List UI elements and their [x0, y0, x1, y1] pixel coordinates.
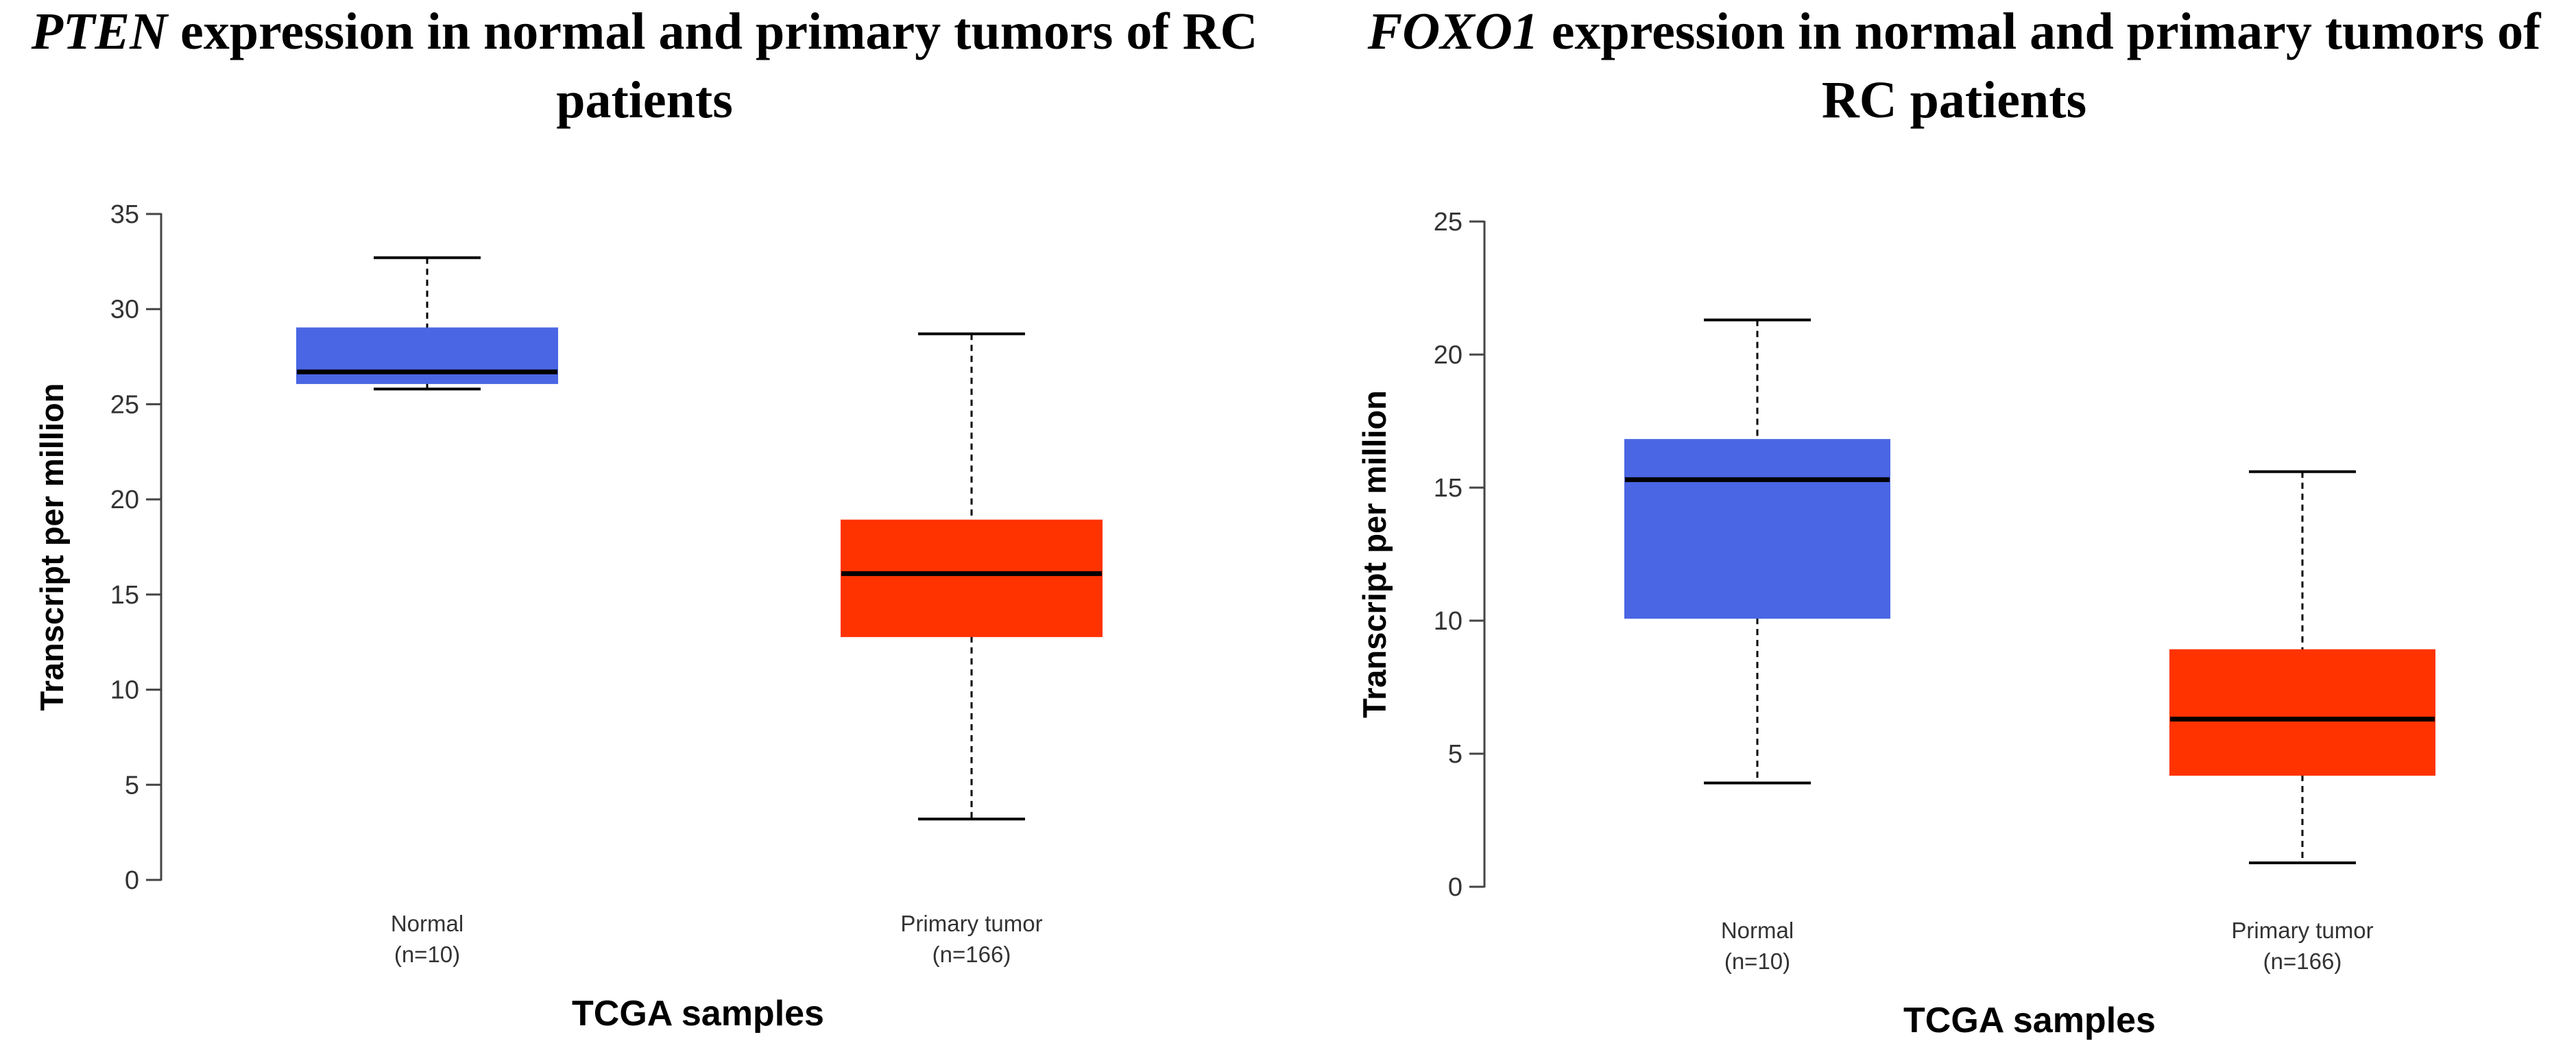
category-label: Normal	[391, 911, 464, 936]
category-count: (n=10)	[1724, 948, 1790, 974]
x-axis-title: TCGA samples	[572, 994, 824, 1034]
y-tick-label: 25	[1434, 208, 1462, 237]
category-count: (n=10)	[394, 942, 460, 967]
y-tick-label: 20	[1434, 341, 1462, 370]
y-tick-label: 0	[125, 866, 139, 895]
box-0	[296, 327, 558, 384]
category-count: (n=166)	[2263, 948, 2342, 974]
y-tick-label: 25	[110, 390, 139, 419]
category-label: Normal	[1721, 918, 1794, 943]
y-axis-title: Transcript per million	[1356, 390, 1393, 718]
y-tick-label: 5	[125, 771, 139, 800]
title-gene-name: PTEN	[31, 3, 168, 60]
box-1	[841, 519, 1103, 637]
category-label: Primary tumor	[900, 911, 1042, 936]
y-tick-label: 15	[1434, 474, 1462, 503]
pten-box-plot: 0 5 10 15 20 25 30 35 Transcript per million Norm…	[34, 200, 1103, 1034]
y-tick-label: 20	[110, 486, 139, 514]
chart-title-foxo1: FOXO1 expression in normal and primary t…	[1344, 0, 2564, 134]
category-count: (n=166)	[932, 942, 1011, 967]
y-tick-label: 30	[110, 296, 139, 324]
box-0	[1624, 439, 1890, 619]
y-tick-label: 15	[110, 581, 139, 610]
y-tick-label: 35	[110, 200, 139, 229]
y-tick-label: 0	[1448, 873, 1462, 902]
y-tick-label: 10	[1434, 607, 1462, 636]
chart-title-pten: PTEN expression in normal and primary tu…	[0, 0, 1289, 134]
y-tick-label: 5	[1448, 740, 1462, 769]
title-gene-name: FOXO1	[1367, 3, 1539, 60]
category-label: Primary tumor	[2231, 918, 2373, 943]
title-text: expression in normal and primary tumors …	[167, 3, 1258, 129]
x-axis-title: TCGA samples	[1903, 1001, 2156, 1040]
y-tick-label: 10	[110, 676, 139, 705]
title-text: expression in normal and primary tumors …	[1538, 3, 2541, 129]
box-1	[2169, 649, 2435, 776]
foxo1-box-plot: 0 5 10 15 20 25 Transcript per million Normal (n…	[1356, 208, 2435, 1040]
y-axis-title: Transcript per million	[34, 383, 70, 711]
